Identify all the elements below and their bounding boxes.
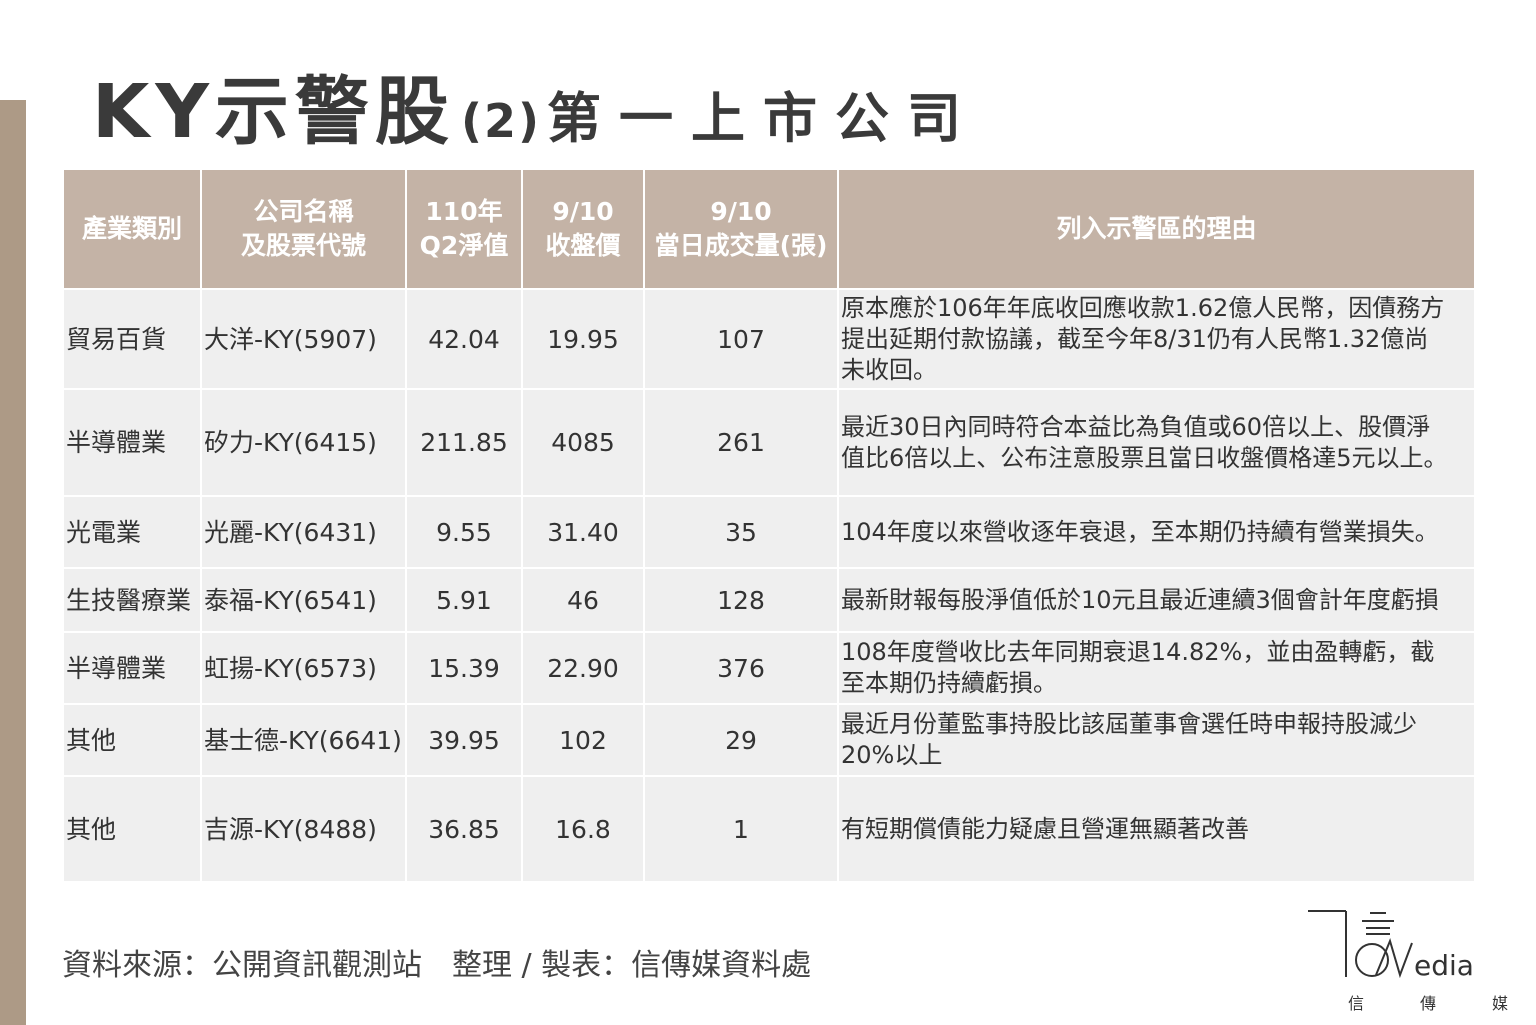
reason-line: 最近30日內同時符合本益比為負值或60倍以上、股價淨 <box>841 412 1431 441</box>
table-row: 其他 基士德-KY(6641) 39.95 102 29 最近月份董監事持股比該… <box>62 703 1476 777</box>
reason-line: 20%以上 <box>841 741 943 769</box>
cell-company: 泰福-KY(6541) <box>200 567 407 633</box>
header-volume-line1: 9/10 <box>710 197 772 226</box>
cell-nav: 211.85 <box>405 388 523 497</box>
cell-volume: 107 <box>643 288 839 390</box>
cell-volume: 376 <box>643 631 839 705</box>
reason-line: 至本期仍持續虧損。 <box>841 669 1057 697</box>
header-nav-line1: 110年 <box>425 197 503 226</box>
reason-line: 原本應於106年年底收回應收款1.62億人民幣，因債務方 <box>841 293 1445 322</box>
cell-industry: 貿易百貨 <box>62 288 202 390</box>
header-company-line1: 公司名稱 <box>253 197 354 226</box>
cell-close: 4085 <box>521 388 645 497</box>
media-logo: edia <box>1308 910 1474 982</box>
header-volume-line2: 當日成交量(張) <box>654 231 828 260</box>
title-main: KY示警股 <box>92 69 455 155</box>
cell-volume: 35 <box>643 495 839 569</box>
logo-chinese-name: 信 傳 媒 <box>1348 990 1508 1014</box>
reason-line: 未收回。 <box>841 355 937 384</box>
header-company: 公司名稱 及股票代號 <box>200 168 407 290</box>
table-row: 半導體業 矽力-KY(6415) 211.85 4085 261 最近30日內同… <box>62 388 1476 497</box>
cell-reason: 最近月份董監事持股比該屆董事會選任時申報持股減少 20%以上 <box>837 703 1476 777</box>
cell-close: 16.8 <box>521 775 645 883</box>
cell-close: 102 <box>521 703 645 777</box>
title-number: (2) <box>460 94 541 148</box>
reason-line: 最新財報每股淨值低於10元且最近連續3個會計年度虧損 <box>841 585 1439 614</box>
cell-company: 光麗-KY(6431) <box>200 495 407 569</box>
title-subtitle: 第一上市公司 <box>547 87 979 150</box>
reason-line: 提出延期付款協議，截至今年8/31仍有人民幣1.32億尚 <box>841 324 1429 353</box>
cell-close: 19.95 <box>521 288 645 390</box>
cell-reason: 104年度以來營收逐年衰退，至本期仍持續有營業損失。 <box>837 495 1476 569</box>
cell-close: 46 <box>521 567 645 633</box>
cell-reason: 最新財報每股淨值低於10元且最近連續3個會計年度虧損 <box>837 567 1476 633</box>
cell-nav: 42.04 <box>405 288 523 390</box>
reason-line: 104年度以來營收逐年衰退，至本期仍持續有營業損失。 <box>841 517 1439 546</box>
table-row: 生技醫療業 泰福-KY(6541) 5.91 46 128 最新財報每股淨值低於… <box>62 567 1476 633</box>
reason-line: 最近月份董監事持股比該屆董事會選任時申報持股減少 <box>841 710 1417 738</box>
reason-line: 108年度營收比去年同期衰退14.82%，並由盈轉虧，截 <box>841 638 1435 666</box>
reason-line: 有短期償債能力疑慮且營運無顯著改善 <box>841 814 1249 843</box>
cell-reason: 有短期償債能力疑慮且營運無顯著改善 <box>837 775 1476 883</box>
cell-volume: 29 <box>643 703 839 777</box>
header-close-line1: 9/10 <box>552 197 614 226</box>
cell-company: 基士德-KY(6641) <box>200 703 407 777</box>
cell-volume: 128 <box>643 567 839 633</box>
source-footer: 資料來源：公開資訊觀測站 整理 / 製表：信傳媒資料處 <box>62 948 812 983</box>
header-nav-line2: Q2淨值 <box>419 231 509 260</box>
logo-char: 媒 <box>1491 994 1508 1013</box>
header-volume: 9/10 當日成交量(張) <box>643 168 839 290</box>
cell-close: 22.90 <box>521 631 645 705</box>
table-row: 光電業 光麗-KY(6431) 9.55 31.40 35 104年度以來營收逐… <box>62 495 1476 569</box>
header-nav: 110年 Q2淨值 <box>405 168 523 290</box>
cell-close: 31.40 <box>521 495 645 569</box>
cell-industry: 光電業 <box>62 495 202 569</box>
cell-reason: 原本應於106年年底收回應收款1.62億人民幣，因債務方 提出延期付款協議，截至… <box>837 288 1476 390</box>
ky-warning-table: 產業類別 公司名稱 及股票代號 110年 Q2淨值 9/10 收盤價 9/10 … <box>62 168 1476 883</box>
header-industry: 產業類別 <box>62 168 202 290</box>
cell-industry: 半導體業 <box>62 388 202 497</box>
cell-company: 矽力-KY(6415) <box>200 388 407 497</box>
header-company-line2: 及股票代號 <box>240 231 366 260</box>
table-row: 貿易百貨 大洋-KY(5907) 42.04 19.95 107 原本應於106… <box>62 288 1476 390</box>
header-reason: 列入示警區的理由 <box>837 168 1476 290</box>
cell-nav: 9.55 <box>405 495 523 569</box>
reason-line: 值比6倍以上、公布注意股票且當日收盤價格達5元以上。 <box>841 443 1448 472</box>
cell-industry: 半導體業 <box>62 631 202 705</box>
logo-text: edia <box>1414 949 1474 982</box>
cell-company: 吉源-KY(8488) <box>200 775 407 883</box>
cell-company: 大洋-KY(5907) <box>200 288 407 390</box>
cell-industry: 其他 <box>62 703 202 777</box>
logo-char: 傳 <box>1419 994 1436 1013</box>
cell-nav: 36.85 <box>405 775 523 883</box>
header-close-line2: 收盤價 <box>545 231 621 260</box>
cell-volume: 1 <box>643 775 839 883</box>
side-accent-bar <box>0 100 26 1025</box>
cell-nav: 15.39 <box>405 631 523 705</box>
table-header-row: 產業類別 公司名稱 及股票代號 110年 Q2淨值 9/10 收盤價 9/10 … <box>62 168 1476 290</box>
cell-volume: 261 <box>643 388 839 497</box>
cell-nav: 39.95 <box>405 703 523 777</box>
cell-industry: 其他 <box>62 775 202 883</box>
table-row: 其他 吉源-KY(8488) 36.85 16.8 1 有短期償債能力疑慮且營運… <box>62 775 1476 883</box>
table-row: 半導體業 虹揚-KY(6573) 15.39 22.90 376 108年度營收… <box>62 631 1476 705</box>
cell-nav: 5.91 <box>405 567 523 633</box>
cell-company: 虹揚-KY(6573) <box>200 631 407 705</box>
page-title: KY示警股 (2) 第一上市公司 <box>92 52 979 155</box>
header-close: 9/10 收盤價 <box>521 168 645 290</box>
cell-industry: 生技醫療業 <box>62 567 202 633</box>
cell-reason: 最近30日內同時符合本益比為負值或60倍以上、股價淨 值比6倍以上、公布注意股票… <box>837 388 1476 497</box>
logo-char: 信 <box>1348 994 1365 1013</box>
cell-reason: 108年度營收比去年同期衰退14.82%，並由盈轉虧，截 至本期仍持續虧損。 <box>837 631 1476 705</box>
